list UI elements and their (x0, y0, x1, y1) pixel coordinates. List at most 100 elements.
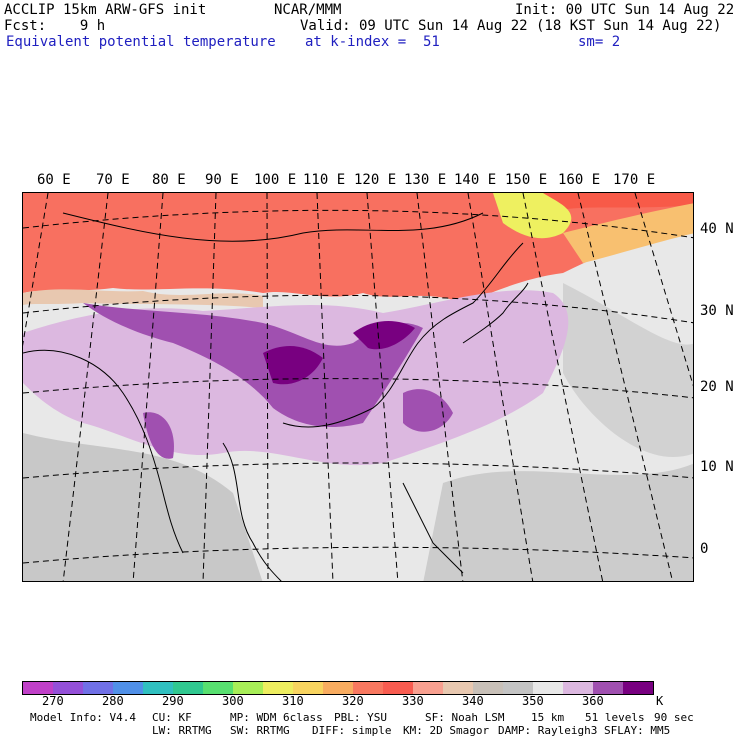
footer-sflay: SFLAY: MM5 (604, 724, 671, 737)
lat-label: 10 N (700, 459, 734, 475)
colorbar-swatch (23, 682, 53, 694)
yellow-patch (493, 193, 572, 239)
lat-line-30 (23, 294, 693, 324)
colorbar-swatch (473, 682, 503, 694)
lon-line-110 (316, 193, 334, 581)
lon-label: 120 E (354, 172, 397, 188)
level-label: at k-index = 51 (305, 34, 440, 50)
lat-label: 20 N (700, 379, 734, 395)
smoothing-label: sm= 2 (578, 34, 621, 50)
footer-resolution: 15 km (531, 711, 565, 724)
lat-label: 40 N (700, 221, 734, 237)
orange-patch (563, 203, 693, 263)
lon-line-130 (416, 193, 464, 581)
lon-line-160 (577, 193, 674, 581)
lon-label: 80 E (152, 172, 186, 188)
lat-label: 0 (700, 541, 709, 557)
colorbar-swatch (563, 682, 593, 694)
colorbar-swatch (263, 682, 293, 694)
lon-line-100 (266, 193, 269, 581)
footer-km: KM: 2D Smagor (403, 724, 490, 737)
map-canvas (23, 193, 693, 581)
valid-time: Valid: 09 UTC Sun 14 Aug 22 (18 KST Sun … (300, 18, 722, 34)
gray-field-sw (23, 433, 263, 581)
lon-line-90 (202, 193, 217, 581)
colorbar-swatch (143, 682, 173, 694)
coastline-japan (462, 282, 529, 344)
coastline-philippines (402, 482, 464, 574)
theta-e-map (22, 192, 694, 582)
colorbar-swatch (323, 682, 353, 694)
colorbar-swatch (173, 682, 203, 694)
footer-mp: MP: WDM 6class (230, 711, 323, 724)
colorbar-tick-label: 360 (582, 694, 604, 708)
lon-label: 160 E (558, 172, 601, 188)
footer-diff: DIFF: simple (312, 724, 392, 737)
colorbar-tick-label: 330 (402, 694, 424, 708)
lon-label: 100 E (254, 172, 297, 188)
border-north (62, 212, 484, 242)
colorbar-tick-label: 280 (102, 694, 124, 708)
dark-purple-core (263, 346, 323, 385)
peach-band (23, 289, 263, 308)
lon-label: 130 E (404, 172, 447, 188)
colorbar-swatch (533, 682, 563, 694)
forecast-hour: Fcst: 9 h (4, 18, 106, 34)
colorbar-swatch (593, 682, 623, 694)
lon-label: 150 E (505, 172, 548, 188)
colorbar-tick-label: 340 (462, 694, 484, 708)
gray-field-se (423, 463, 693, 581)
lat-line-0 (23, 546, 693, 564)
init-time: Init: 00 UTC Sun 14 Aug 22 (515, 2, 735, 18)
colorbar-swatch (53, 682, 83, 694)
model-title: ACCLIP 15km ARW-GFS init (4, 2, 207, 18)
institution-label: NCAR/MMM (274, 2, 342, 18)
lon-line-120 (366, 193, 399, 581)
gray-field-east (563, 283, 693, 457)
coastlines (23, 212, 529, 581)
dark-purple-core-2 (353, 321, 415, 350)
footer-pbl: PBL: YSU (334, 711, 387, 724)
india-purple (143, 412, 174, 459)
footer-sf: SF: Noah LSM (425, 711, 505, 724)
footer-timestep: 90 sec (654, 711, 694, 724)
colorbar-swatch (383, 682, 413, 694)
lat-line-40 (23, 209, 693, 239)
colorbar-tick-label: 310 (282, 694, 304, 708)
coastline-india (23, 349, 184, 554)
footer-damp: DAMP: Rayleigh3 (498, 724, 598, 737)
colorbar-swatch (293, 682, 323, 694)
colorbar-unit: K (656, 694, 664, 708)
lat-line-10 (23, 462, 693, 479)
lon-line-80 (132, 193, 164, 581)
medium-purple-region (83, 303, 423, 428)
lon-label: 170 E (613, 172, 656, 188)
colorbar-tick-label: 300 (222, 694, 244, 708)
graticule (23, 193, 693, 581)
footer-lw: LW: RRTMG (152, 724, 212, 737)
colorbar (22, 681, 654, 695)
footer-cu: CU: KF (152, 711, 192, 724)
colorbar-swatch (113, 682, 143, 694)
colorbar-tick-label: 320 (342, 694, 364, 708)
lon-label: 60 E (37, 172, 71, 188)
colorbar-tick-label: 350 (522, 694, 544, 708)
lon-line-140 (467, 193, 534, 581)
lon-label: 140 E (454, 172, 497, 188)
lon-line-70 (62, 193, 109, 581)
lon-label: 110 E (303, 172, 346, 188)
colorbar-swatch (623, 682, 653, 694)
lat-label: 30 N (700, 303, 734, 319)
footer-levels: 51 levels (585, 711, 645, 724)
footer-model-info: Model Info: V4.4 (30, 711, 136, 724)
colorbar-swatch (233, 682, 263, 694)
colorbar-swatch (503, 682, 533, 694)
lon-label: 90 E (205, 172, 239, 188)
lon-line-60 (23, 193, 49, 347)
coastline-china (282, 242, 524, 428)
footer-sw: SW: RRTMG (230, 724, 290, 737)
colorbar-swatch (443, 682, 473, 694)
lat-line-20 (23, 378, 693, 399)
field-name: Equivalent potential temperature (6, 34, 276, 50)
colorbar-tick-label: 270 (42, 694, 64, 708)
